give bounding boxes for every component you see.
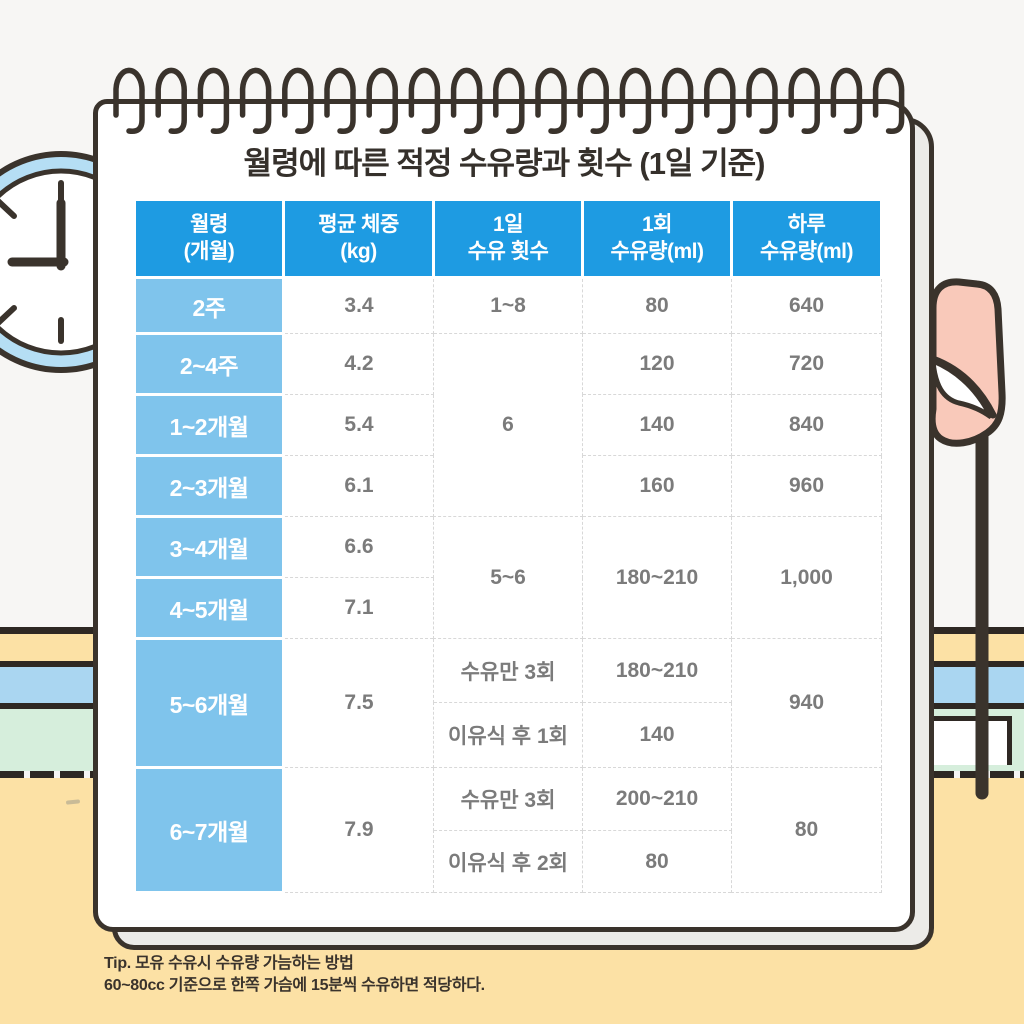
table-cell-merged: 80 <box>731 767 882 893</box>
table-header-row: 월령 (개월) 평균 체중 (kg) 1일 수유 횟수 1회 수유량(ml) 하… <box>133 198 883 279</box>
table-cell: 960 <box>731 455 882 517</box>
table-cell-merged: 6 <box>433 333 583 517</box>
table-row: 이유식 후 1회 140 <box>135 702 882 768</box>
side-table-box <box>933 716 1012 765</box>
table-cell: 200~210 <box>582 767 732 831</box>
table-cell: 이유식 후 2회 <box>433 830 583 893</box>
table-row: 6~7개월 7.9 수유만 3회 200~210 80 <box>133 766 882 894</box>
column-header-age: 월령 (개월) <box>133 198 285 279</box>
row-header: 1~2개월 <box>133 393 285 457</box>
table-row: 2~4주 4.2 6 120 720 <box>133 332 882 517</box>
table-cell-merged: 7.5 <box>283 638 434 768</box>
tip-line-1: Tip. 모유 수유시 수유량 가늠하는 방법 <box>104 955 354 972</box>
column-header-weight: 평균 체중 (kg) <box>282 198 435 279</box>
table-cell: 수유만 3회 <box>433 638 583 703</box>
table-cell: 180~210 <box>582 638 732 703</box>
table-row: 이유식 후 2회 80 <box>135 830 882 893</box>
table-cell: 140 <box>582 394 732 456</box>
table-cell: 4.2 <box>283 333 434 395</box>
table-cell-merged: 1,000 <box>731 516 882 639</box>
table-row: 3~4개월 6.6 5~6 180~210 1,000 <box>133 515 882 639</box>
column-header-feeds-per-day: 1일 수유 횟수 <box>432 198 584 279</box>
spiral-binding-icon <box>113 67 905 135</box>
page-title: 월령에 따른 적정 수유량과 횟수 (1일 기준) <box>243 146 766 181</box>
feeding-table: 월령 (개월) 평균 체중 (kg) 1일 수유 횟수 1회 수유량(ml) 하… <box>133 198 883 894</box>
table-cell-merged: 940 <box>731 638 882 768</box>
row-header: 5~6개월 <box>133 637 285 769</box>
table-cell: 720 <box>731 333 882 395</box>
table-cell-merged: 180~210 <box>582 516 732 639</box>
table-cell: 7.1 <box>283 577 434 639</box>
column-header-amount-per-feed: 1회 수유량(ml) <box>581 198 733 279</box>
table-cell: 이유식 후 1회 <box>433 702 583 768</box>
table-row: 2주 3.4 1~8 80 640 <box>133 276 882 335</box>
row-header: 6~7개월 <box>133 766 285 894</box>
row-header: 3~4개월 <box>133 515 285 579</box>
table-cell: 840 <box>731 394 882 456</box>
table-cell: 140 <box>582 702 732 768</box>
table-cell: 수유만 3회 <box>433 767 583 831</box>
table-cell: 1~8 <box>433 277 583 334</box>
table-cell: 80 <box>582 830 732 893</box>
table-cell-merged: 5~6 <box>433 516 583 639</box>
tip-note: Tip. 모유 수유시 수유량 가늠하는 방법 60~80cc 기준으로 한쪽 … <box>104 953 485 998</box>
table-cell: 6.6 <box>283 516 434 578</box>
notebook-page: 월령에 따른 적정 수유량과 횟수 (1일 기준) 월령 (개월) 평균 체중 … <box>93 99 915 932</box>
tip-line-2: 60~80cc 기준으로 한쪽 가슴에 15분씩 수유하면 적당하다. <box>104 977 485 995</box>
table-row: 5~6개월 7.5 수유만 3회 180~210 940 <box>133 637 882 769</box>
row-header: 2~3개월 <box>133 454 285 518</box>
table-cell: 120 <box>582 333 732 395</box>
column-header-amount-per-day: 하루 수유량(ml) <box>730 198 883 279</box>
table-cell: 640 <box>731 277 882 334</box>
table-cell: 3.4 <box>283 277 434 334</box>
row-header: 2~4주 <box>133 332 285 396</box>
flag-icon <box>928 278 1006 800</box>
row-header: 2주 <box>133 276 285 335</box>
table-cell: 160 <box>582 455 732 517</box>
row-header: 4~5개월 <box>133 576 285 640</box>
table-cell: 6.1 <box>283 455 434 517</box>
table-cell-merged: 7.9 <box>283 767 434 893</box>
table-cell: 5.4 <box>283 394 434 456</box>
table-row: 4~5개월 7.1 <box>133 576 882 640</box>
table-cell: 80 <box>582 277 732 334</box>
table-row: 2~3개월 6.1 160 960 <box>133 454 882 518</box>
table-row: 1~2개월 5.4 140 840 <box>133 393 882 457</box>
